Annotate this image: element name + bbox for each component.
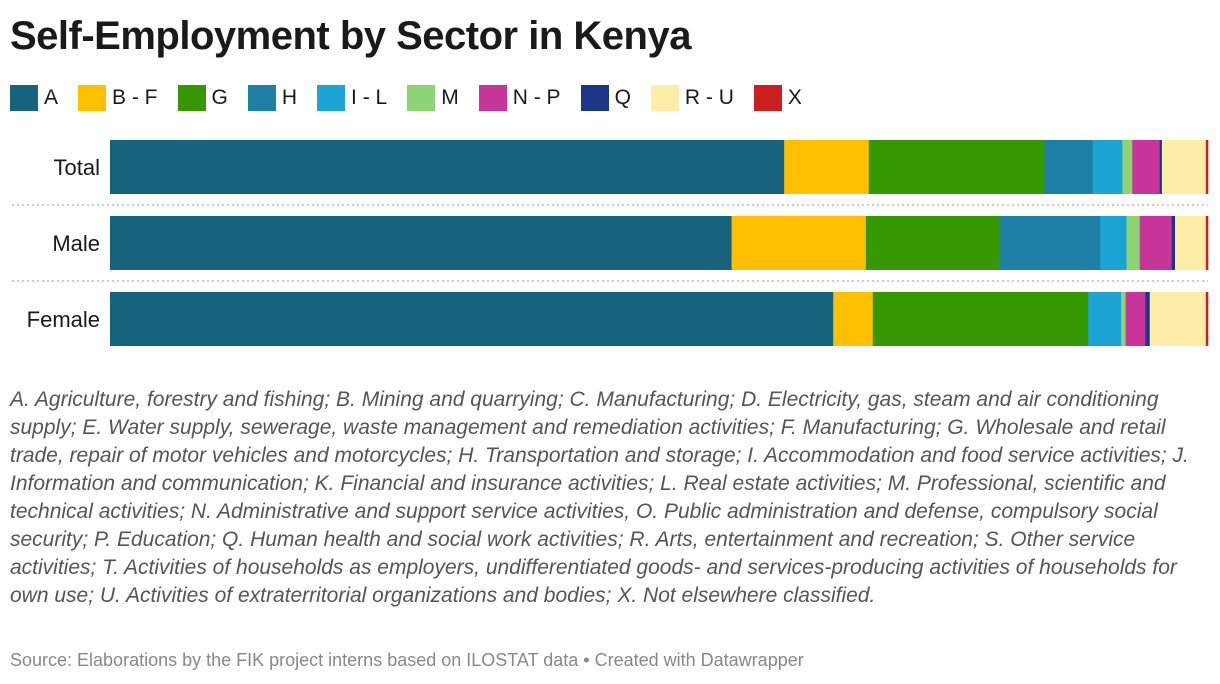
legend-item: R - U: [650, 85, 734, 111]
legend-label: X: [787, 86, 802, 109]
bar-segment: [868, 140, 1045, 194]
source-credit: Source: Elaborations by the FIK project …: [10, 650, 804, 670]
bar-segment: [872, 292, 1089, 346]
bar-segment: [1145, 292, 1151, 346]
bar-segment: [110, 216, 732, 270]
category-label: Male: [52, 231, 100, 256]
legend-label: A: [44, 86, 59, 109]
bar-segment: [1205, 140, 1209, 194]
sector-definitions-note: A. Agriculture, forestry and fishing; B.…: [10, 388, 1189, 607]
legend-swatch: [177, 85, 206, 111]
legend-item: G: [177, 85, 228, 111]
bar-segment: [1044, 140, 1094, 194]
bar-segment: [1205, 216, 1209, 270]
legend-label: H: [281, 86, 298, 109]
legend-label: R - U: [684, 86, 734, 109]
bar-segment: [110, 292, 834, 346]
bar-segment: [1122, 140, 1133, 194]
legend-swatch: [580, 85, 609, 111]
category-label: Female: [27, 307, 100, 332]
chart-title: Self-Employment by Sector in Kenya: [10, 14, 691, 58]
legend-swatch: [478, 85, 507, 111]
legend-label: G: [211, 86, 228, 109]
bar-segment: [1088, 292, 1122, 346]
legend-swatch: [10, 85, 38, 111]
legend-swatch: [407, 85, 436, 111]
bar-segment: [1171, 216, 1176, 270]
bar-segment: [1100, 216, 1127, 270]
legend-label: I - L: [351, 86, 388, 109]
legend-swatch: [247, 85, 276, 111]
bar-segment: [1092, 140, 1123, 194]
bar-segment: [1000, 216, 1101, 270]
legend-swatch: [753, 85, 782, 111]
legend-item: I - L: [317, 85, 387, 111]
legend-item: A: [10, 85, 58, 111]
bar-segment: [865, 216, 1001, 270]
legend-label: M: [441, 86, 459, 109]
legend-swatch: [78, 85, 107, 111]
bar-segment: [1205, 292, 1209, 346]
legend-swatch: [650, 85, 679, 111]
legend-item: N - P: [478, 85, 561, 111]
category-label: Total: [54, 155, 100, 180]
bar-segment: [731, 216, 867, 270]
legend-label: N - P: [512, 86, 561, 109]
bar-segment: [1161, 140, 1207, 194]
bar-segment: [1121, 292, 1126, 346]
legend-label: Q: [614, 86, 631, 109]
legend-item: H: [247, 85, 298, 111]
legend-item: Q: [580, 85, 631, 111]
legend-item: X: [753, 85, 802, 111]
bar-segment: [1149, 292, 1207, 346]
stacked-bar-chart: Total Male Female: [12, 140, 1209, 346]
legend-item: B - F: [78, 85, 158, 111]
bar-segment: [1139, 216, 1172, 270]
bar-segment: [1174, 216, 1207, 270]
bar-segment: [110, 140, 785, 194]
legend-swatch: [317, 85, 346, 111]
legend-label: B - F: [112, 86, 158, 109]
legend-item: M: [407, 85, 459, 111]
bar-segment: [1132, 140, 1160, 194]
bar-segment: [1126, 216, 1141, 270]
bar-segment: [1159, 140, 1163, 194]
bar-segment: [833, 292, 874, 346]
bar-segment: [784, 140, 870, 194]
bar-segment: [1125, 292, 1146, 346]
